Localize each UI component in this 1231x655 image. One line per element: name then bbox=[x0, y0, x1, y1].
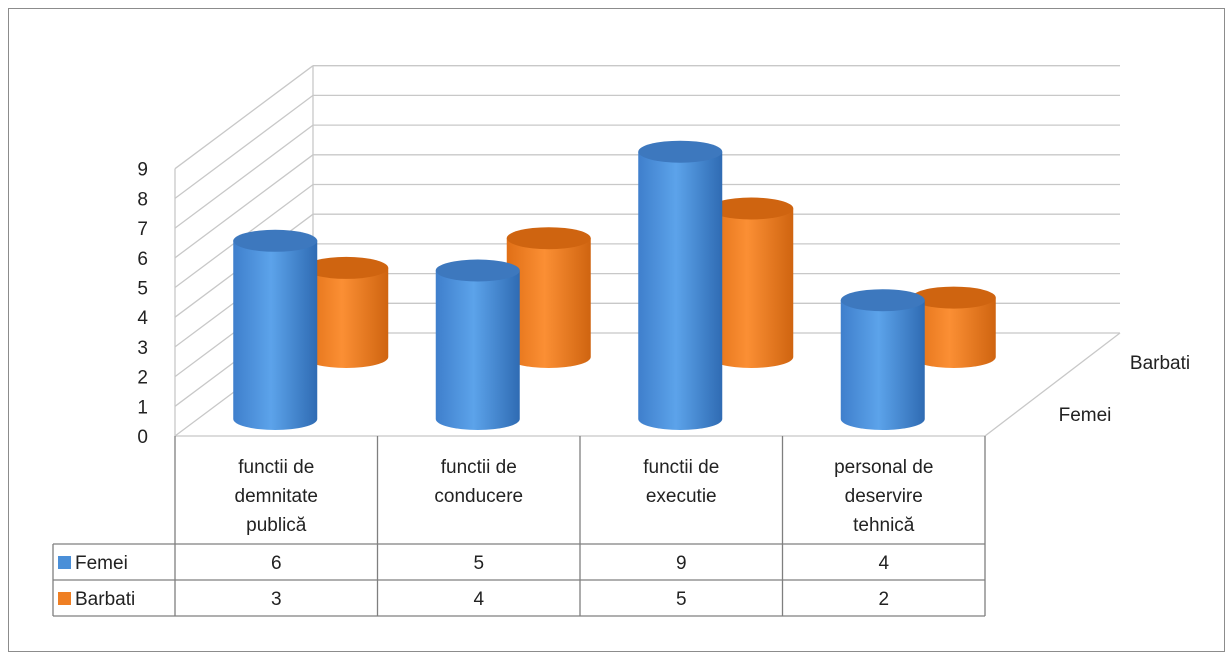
table-value: 4 bbox=[878, 553, 889, 574]
bar-top bbox=[709, 197, 794, 220]
bar-body bbox=[506, 238, 591, 369]
table-value: 5 bbox=[676, 589, 687, 610]
category-label: functii de bbox=[238, 457, 314, 478]
table-value: 4 bbox=[473, 589, 484, 610]
bar-body bbox=[840, 300, 925, 431]
data-table: functii de demnitate publică functii de cond… bbox=[52, 436, 986, 617]
bar-body bbox=[638, 151, 723, 430]
legend-swatch-barbati bbox=[58, 592, 71, 605]
legend-swatch-femei bbox=[58, 556, 71, 569]
bar-body bbox=[233, 240, 318, 431]
bar-body bbox=[304, 267, 389, 369]
table-value: 3 bbox=[271, 589, 282, 610]
bar-barbati-4 bbox=[911, 286, 996, 369]
table-value: 5 bbox=[473, 553, 484, 574]
chart-frame bbox=[8, 8, 1225, 652]
bar-barbati-1 bbox=[304, 256, 389, 369]
category-label: deservire bbox=[845, 486, 923, 507]
bar-femei-1 bbox=[233, 229, 318, 431]
bar-barbati-3 bbox=[709, 197, 794, 369]
y-tick-label: 6 bbox=[137, 249, 148, 270]
bar-top bbox=[911, 286, 996, 309]
bar-top bbox=[233, 229, 318, 252]
bar-body bbox=[911, 297, 996, 369]
category-label: personal de bbox=[834, 457, 933, 478]
y-tick-label: 4 bbox=[137, 308, 148, 329]
category-label: conducere bbox=[434, 486, 523, 507]
depth-label-femei: Femei bbox=[1059, 405, 1112, 426]
bar-femei-2 bbox=[435, 259, 520, 431]
depth-label-barbati: Barbati bbox=[1130, 353, 1190, 374]
bar-body bbox=[435, 270, 520, 431]
category-label: executie bbox=[646, 486, 717, 507]
bar-barbati-2 bbox=[506, 227, 591, 369]
table-value: 6 bbox=[271, 553, 282, 574]
y-axis: 0 1 2 3 4 5 6 7 8 9 bbox=[137, 160, 148, 448]
legend-label-barbati: Barbati bbox=[75, 589, 135, 610]
depth-axis-labels: Barbati Femei bbox=[1059, 353, 1191, 426]
bar-femei-4 bbox=[840, 289, 925, 431]
y-tick-label: 1 bbox=[137, 397, 148, 418]
table-value: 9 bbox=[676, 553, 687, 574]
category-label: functii de bbox=[643, 457, 719, 478]
legend-label-femei: Femei bbox=[75, 553, 128, 574]
bar-top bbox=[840, 289, 925, 312]
y-tick-label: 2 bbox=[137, 368, 148, 389]
bar-top bbox=[638, 140, 723, 163]
floor-edge bbox=[984, 332, 1121, 437]
y-tick-label: 9 bbox=[137, 160, 148, 181]
y-tick-label: 3 bbox=[137, 338, 148, 359]
bars bbox=[233, 140, 996, 431]
category-label: tehnică bbox=[853, 515, 915, 536]
y-tick-label: 8 bbox=[137, 189, 148, 210]
bar-top bbox=[506, 227, 591, 250]
gridline-side bbox=[174, 124, 314, 229]
category-label: functii de bbox=[441, 457, 517, 478]
y-tick-label: 5 bbox=[137, 279, 148, 300]
bar-top bbox=[435, 259, 520, 282]
bar-body bbox=[709, 208, 794, 369]
bar-femei-3 bbox=[638, 140, 723, 430]
y-tick-label: 0 bbox=[137, 427, 148, 448]
gridline-side bbox=[174, 65, 314, 170]
table-value: 2 bbox=[878, 589, 889, 610]
gridline-side bbox=[174, 154, 314, 259]
bar-top bbox=[304, 256, 389, 279]
category-label: publică bbox=[246, 515, 307, 536]
y-tick-label: 7 bbox=[137, 219, 148, 240]
category-label: demnitate bbox=[235, 486, 318, 507]
gridline-side bbox=[174, 94, 314, 199]
